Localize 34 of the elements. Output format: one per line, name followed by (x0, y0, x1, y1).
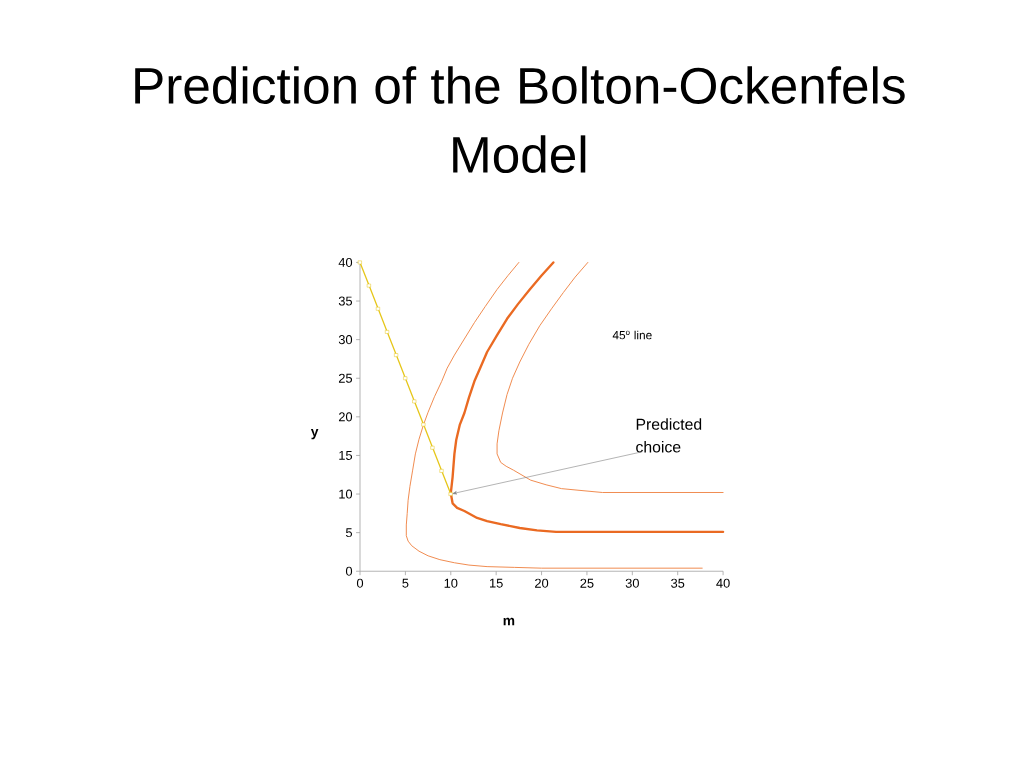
x-tick-label: 25 (580, 578, 594, 588)
point (403, 376, 408, 381)
chart-title: Prediction of the Bolton-Ockenfels Model (135, 66, 905, 174)
y-tick-label: 40 (338, 258, 353, 268)
x-tick-label: 5 (402, 578, 409, 588)
x-tick-label: 20 (535, 578, 549, 588)
y-tick-label: 0 (345, 566, 353, 576)
y-axis-title: y (310, 429, 319, 440)
y-tick-label: 5 (345, 528, 353, 538)
y-tick-label: 20 (338, 412, 353, 422)
x-axis-title: m (503, 617, 515, 626)
x-tick-label: 0 (356, 578, 364, 588)
x-tick-label: 15 (490, 578, 503, 588)
annotation: Predicted choice (636, 418, 702, 453)
point (412, 399, 417, 404)
annotation: 45$^{o}$ line (612, 330, 652, 340)
x-tick-label: 10 (444, 578, 458, 588)
point (385, 330, 390, 334)
x-tick-label: 40 (716, 578, 730, 588)
point (376, 307, 380, 311)
point (439, 469, 444, 473)
y-tick-label: 30 (338, 335, 353, 345)
point (394, 353, 399, 358)
point (421, 422, 426, 427)
point (358, 260, 362, 265)
x-tick-label: 35 (671, 578, 685, 588)
y-tick-label: 35 (338, 296, 353, 306)
y-tick-label: 15 (339, 451, 353, 461)
point (448, 492, 453, 497)
point (367, 283, 371, 288)
y-tick-label: 10 (339, 489, 353, 499)
y-tick-label: 25 (338, 373, 353, 383)
point (430, 446, 435, 450)
x-tick-label: 30 (625, 578, 639, 588)
